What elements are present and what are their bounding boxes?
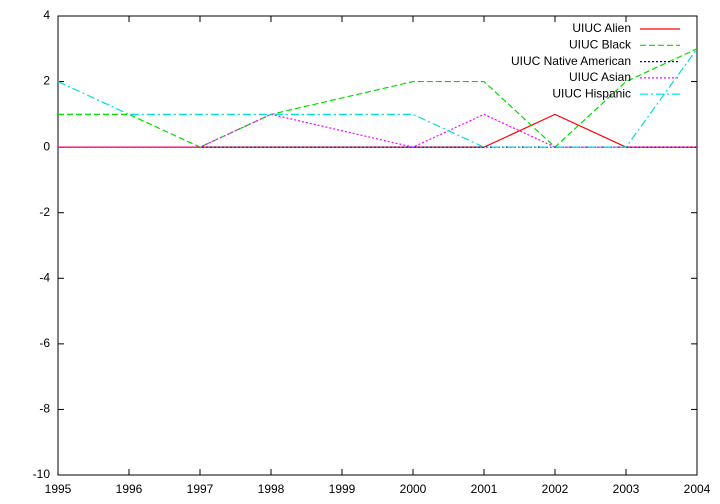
x-tick-label: 1995 <box>45 482 72 496</box>
y-tick-label: -6 <box>39 336 50 350</box>
series-line <box>58 113 697 148</box>
legend-label: UIUC Black <box>569 37 632 51</box>
x-tick-label: 1999 <box>329 482 356 496</box>
y-tick-label: -10 <box>33 467 51 481</box>
x-tick-label: 1996 <box>116 482 143 496</box>
y-tick-label: 4 <box>43 8 50 22</box>
y-tick-label: -8 <box>39 402 50 416</box>
plot-frame <box>57 15 698 476</box>
legend-label: UIUC Alien <box>572 21 631 35</box>
x-tick-label: 2000 <box>400 482 427 496</box>
y-tick-label: -4 <box>39 270 50 284</box>
x-tick-label: 1997 <box>187 482 214 496</box>
series-line <box>58 48 698 148</box>
legend-label: UIUC Hispanic <box>552 86 631 100</box>
x-tick-label: 2004 <box>684 482 711 496</box>
legend-label: UIUC Asian <box>569 70 631 84</box>
series-line <box>57 48 698 148</box>
legend-label: UIUC Native American <box>511 54 631 68</box>
y-tick-label: 0 <box>43 139 50 153</box>
x-tick-label: 2001 <box>471 482 498 496</box>
y-tick-label: 2 <box>43 74 50 88</box>
x-tick-label: 2002 <box>542 482 569 496</box>
x-tick-label: 1998 <box>258 482 285 496</box>
y-tick-label: -2 <box>39 205 50 219</box>
x-tick-label: 2003 <box>613 482 640 496</box>
series-line <box>58 113 697 148</box>
